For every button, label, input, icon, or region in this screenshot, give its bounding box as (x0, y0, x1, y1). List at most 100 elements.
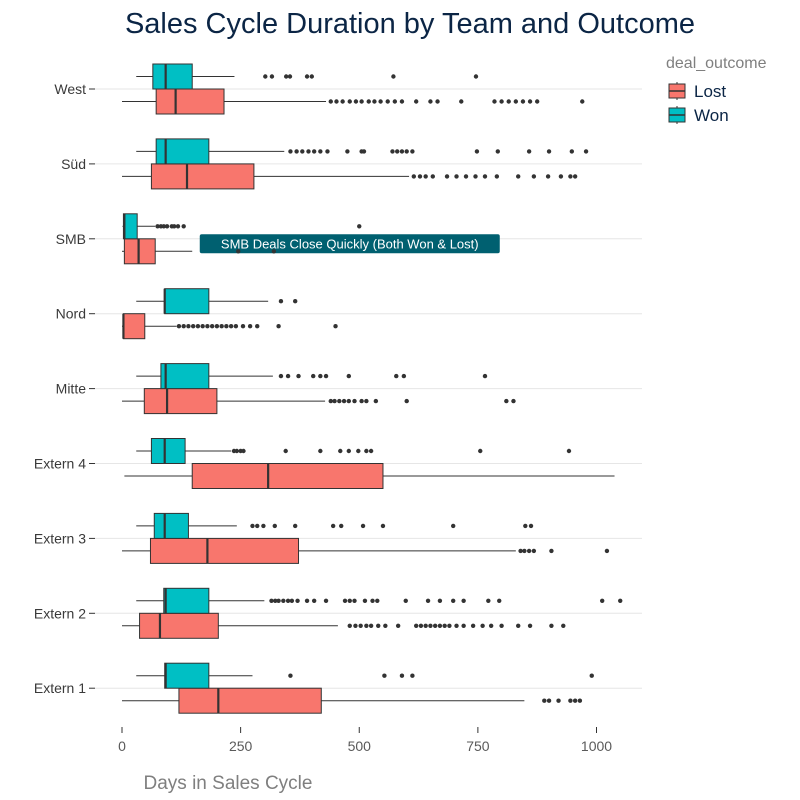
outlier-lost-nord-11 (228, 324, 234, 329)
outlier-lost-mitte-5 (352, 398, 357, 404)
outlier-lost-nord-3 (190, 324, 196, 329)
outlier-won-extern-2-9 (323, 598, 329, 603)
outlier-lost-extern-2-2 (358, 623, 363, 628)
y-tick-label-sud: Süd (61, 156, 86, 172)
box-body-lost-nord (122, 313, 146, 340)
box-won-mitte (136, 363, 488, 390)
outlier-lost-mitte-11 (511, 398, 516, 404)
outlier-lost-nord-8 (214, 324, 220, 329)
box-body-won-mitte (160, 363, 210, 390)
outlier-lost-nord-14 (247, 324, 253, 329)
outlier-lost-extern-2-6 (383, 623, 388, 628)
outlier-won-mitte-0 (278, 373, 284, 379)
series-won (122, 63, 623, 689)
outlier-won-smb-2 (161, 224, 166, 229)
legend-item-lost: Lost (668, 82, 726, 101)
outlier-lost-extern-2-14 (442, 623, 447, 628)
outlier-won-extern-3-0 (250, 523, 255, 529)
outlier-lost-nord-1 (181, 324, 186, 329)
outlier-won-west-1 (269, 74, 275, 79)
outlier-lost-west-3 (347, 99, 352, 104)
legend: deal_outcome Lost Won (666, 55, 767, 125)
outlier-won-extern-4-5 (318, 448, 323, 454)
outlier-won-extern-2-20 (461, 598, 466, 603)
outlier-lost-west-17 (499, 99, 504, 104)
outlier-lost-sud-6 (463, 174, 469, 179)
outlier-lost-extern-2-17 (461, 623, 466, 628)
outlier-won-extern-3-5 (330, 523, 336, 529)
legend-label-lost: Lost (694, 82, 726, 101)
outlier-won-extern-4-9 (364, 448, 369, 454)
outlier-won-sud-16 (495, 149, 501, 154)
outlier-lost-extern-3-5 (604, 548, 610, 554)
outlier-lost-mitte-10 (504, 398, 509, 404)
outlier-won-extern-4-3 (241, 448, 246, 454)
outlier-lost-extern-2-24 (549, 623, 554, 628)
outlier-lost-smb-0 (236, 249, 241, 254)
outlier-lost-west-18 (506, 99, 511, 104)
x-tick-label-750: 750 (466, 738, 490, 754)
outlier-lost-extern-2-15 (447, 623, 452, 628)
outlier-won-extern-2-2 (276, 598, 281, 603)
outlier-won-mitte-8 (401, 373, 407, 379)
outlier-won-extern-3-6 (339, 523, 344, 529)
outlier-lost-extern-2-10 (423, 623, 428, 628)
outlier-won-smb-3 (164, 224, 170, 229)
box-won-nord (136, 288, 298, 315)
outlier-won-extern-3-11 (528, 523, 534, 529)
outlier-lost-extern-3-3 (531, 548, 537, 554)
outlier-won-west-3 (287, 74, 293, 79)
box-won-extern-2 (136, 587, 623, 614)
box-lost-mitte (122, 388, 516, 415)
outlier-lost-mitte-0 (328, 398, 333, 404)
outlier-lost-mitte-7 (364, 398, 369, 404)
outlier-won-sud-5 (318, 149, 323, 154)
outlier-lost-sud-12 (545, 174, 551, 179)
outlier-lost-extern-3-0 (518, 548, 523, 554)
outlier-lost-extern-2-20 (488, 623, 494, 628)
outlier-lost-mitte-9 (404, 398, 409, 404)
outlier-won-extern-4-1 (234, 448, 240, 454)
outlier-won-smb-8 (357, 224, 362, 229)
legend-title: deal_outcome (666, 55, 767, 72)
outlier-lost-mitte-8 (373, 398, 379, 404)
outlier-won-extern-2-6 (295, 598, 300, 603)
outlier-won-mitte-7 (394, 373, 399, 379)
outlier-lost-west-0 (328, 99, 333, 104)
outlier-lost-extern-2-16 (454, 623, 459, 628)
outlier-won-sud-6 (325, 149, 330, 154)
y-tick-label-nord: Nord (56, 306, 86, 322)
box-body-lost-extern-1 (178, 687, 322, 714)
outlier-won-extern-3-8 (380, 523, 386, 529)
box-won-smb (122, 213, 362, 240)
outlier-won-nord-1 (292, 299, 298, 304)
outlier-won-smb-0 (155, 224, 160, 229)
x-tick-label-250: 250 (229, 738, 253, 754)
outlier-won-extern-3-2 (261, 523, 266, 529)
outlier-lost-nord-0 (176, 324, 182, 329)
outlier-lost-extern-1-4 (572, 698, 578, 703)
y-tick-label-extern-4: Extern 4 (34, 456, 86, 472)
box-body-lost-extern-2 (139, 612, 219, 639)
outlier-won-extern-2-17 (425, 598, 431, 603)
outlier-won-extern-4-6 (338, 448, 343, 454)
outlier-won-extern-2-10 (342, 598, 348, 603)
y-tick-label-extern-1: Extern 1 (34, 680, 86, 696)
outlier-won-sud-7 (345, 149, 350, 154)
outlier-won-extern-2-7 (304, 598, 310, 603)
outlier-lost-extern-2-8 (413, 623, 419, 628)
box-body-won-west (152, 63, 193, 90)
x-tick-label-500: 500 (348, 738, 372, 754)
box-body-won-extern-4 (150, 438, 186, 464)
outlier-lost-west-22 (534, 99, 540, 104)
box-lost-extern-4 (124, 463, 615, 489)
x-tick-label-0: 0 (118, 738, 126, 754)
outlier-lost-nord-13 (240, 324, 246, 329)
outlier-won-sud-12 (399, 149, 405, 154)
outlier-won-mitte-2 (296, 373, 301, 379)
outlier-won-sud-1 (294, 149, 299, 154)
outlier-won-extern-1-0 (288, 673, 293, 678)
outlier-won-sud-0 (288, 149, 293, 154)
outlier-lost-sud-3 (430, 174, 435, 179)
